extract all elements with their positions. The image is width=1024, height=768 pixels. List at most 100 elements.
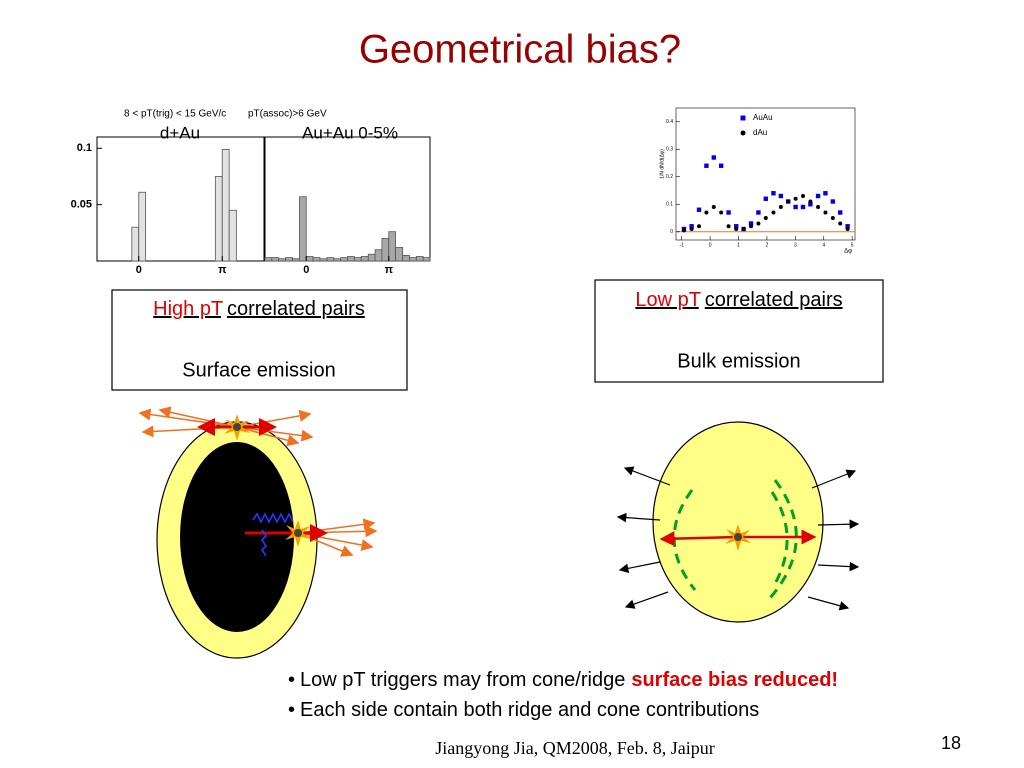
y-tick-label: 0	[670, 229, 673, 235]
point	[748, 221, 754, 226]
y-tick-label: 0.4	[666, 119, 673, 125]
histogram-bar	[271, 257, 280, 262]
histogram-bar	[326, 257, 335, 262]
point	[838, 210, 843, 215]
bullet-text: Each side contain both ridge and cone co…	[300, 699, 759, 721]
y-axis-label: 1/N dN/d(Δφ)	[659, 149, 665, 179]
point	[800, 204, 806, 210]
point	[823, 210, 828, 215]
bullet-emphasis: surface bias reduced!	[631, 669, 838, 691]
histogram-bar	[299, 196, 307, 262]
legend-marker	[740, 115, 746, 121]
highlight: High pT	[153, 298, 223, 320]
histogram-bar	[360, 256, 369, 262]
point	[786, 199, 791, 204]
histogram-bar	[395, 247, 404, 262]
histogram-bar	[381, 238, 390, 262]
point	[801, 194, 806, 198]
histogram-bar	[312, 257, 321, 262]
caption: 8 < pT(trig) < 15 GeV/c	[124, 109, 226, 120]
point	[816, 205, 821, 209]
histogram-bar	[131, 226, 140, 262]
point	[718, 163, 724, 168]
y-tick-label: 0.1	[666, 202, 673, 208]
point	[793, 196, 798, 201]
highlight: Low pT	[635, 289, 700, 311]
point	[696, 207, 702, 212]
box-heading: High pT correlated pairs	[153, 298, 365, 320]
histogram-bar	[353, 257, 362, 262]
point	[681, 228, 686, 233]
y-tick-label: 0.3	[666, 147, 673, 153]
histogram-bar	[333, 258, 342, 262]
histogram-bar	[340, 257, 348, 262]
box-subtext: Bulk emission	[677, 350, 800, 372]
histogram-bar	[292, 258, 300, 262]
histogram-bar	[402, 254, 410, 262]
plot-frame	[264, 136, 431, 262]
point	[830, 216, 835, 220]
point	[711, 155, 716, 160]
x-tick-label: 0	[303, 264, 309, 276]
point	[697, 224, 702, 229]
histogram-bar	[221, 148, 230, 262]
bullet-dot: •	[288, 669, 295, 691]
histogram-bar	[409, 257, 417, 262]
histogram-bar	[415, 256, 424, 262]
text-box	[594, 279, 884, 383]
plot-frame	[96, 136, 265, 262]
histogram-bar	[138, 191, 147, 262]
x-tick-label: 2	[766, 242, 769, 248]
bullet: • Each side contain both ridge and cone c…	[288, 699, 759, 721]
point	[749, 224, 754, 229]
point	[823, 191, 828, 196]
point	[726, 210, 731, 215]
point	[704, 163, 709, 168]
histogram-bar	[285, 257, 293, 262]
slide-title: Geometrical bias?	[359, 28, 681, 72]
point	[734, 224, 739, 229]
point	[838, 221, 843, 226]
surface-diagram	[138, 406, 378, 659]
point	[808, 199, 813, 204]
x-tick-label: π	[385, 264, 394, 276]
point	[771, 210, 776, 215]
point	[778, 193, 784, 199]
text-box	[111, 289, 408, 391]
point	[719, 210, 724, 215]
point	[830, 199, 836, 204]
bullet: • Low pT triggers may from cone/ridge surf…	[288, 669, 838, 691]
histogram-bar	[388, 231, 396, 262]
legend-marker	[740, 130, 746, 136]
histogram-bar	[264, 257, 273, 262]
legend-label: dAu	[753, 128, 767, 137]
box-heading: Low pT correlated pairs	[635, 289, 842, 311]
point	[845, 227, 850, 231]
box-text: correlated pairs	[227, 298, 365, 320]
scatter-plot: -1 0 1 2 3 4 5 0 0.1 0.2 0.3 0.4 Δφ 1/N dN/d(Δφ) AuAu d…	[659, 107, 856, 255]
bullet-text: Low pT triggers may from cone/ridge	[300, 669, 625, 691]
histogram-bar	[319, 258, 328, 262]
point	[815, 193, 821, 199]
box-subtext: Surface emission	[182, 359, 335, 381]
x-tick-label: -1	[679, 242, 684, 248]
histogram-bar	[278, 258, 286, 262]
histogram-bar	[305, 256, 314, 262]
bullet-dot: •	[288, 699, 295, 721]
histogram-bar	[347, 256, 355, 262]
point	[756, 221, 761, 226]
bulk-diagram	[616, 421, 860, 623]
x-tick-label: 0	[709, 242, 712, 248]
x-axis-label: Δφ	[844, 249, 852, 255]
point	[711, 205, 716, 209]
x-tick-label: 0	[136, 264, 142, 276]
point	[704, 210, 709, 215]
histogram-bar	[214, 176, 223, 262]
x-tick-label: 3	[794, 242, 797, 248]
histogram: 0 π 0.05 0.1 d+Au	[71, 123, 265, 276]
histogram-bar	[228, 209, 237, 262]
x-tick-label: π	[218, 264, 227, 276]
point	[778, 205, 783, 209]
x-tick-label: 1	[737, 242, 740, 248]
point	[756, 210, 761, 215]
